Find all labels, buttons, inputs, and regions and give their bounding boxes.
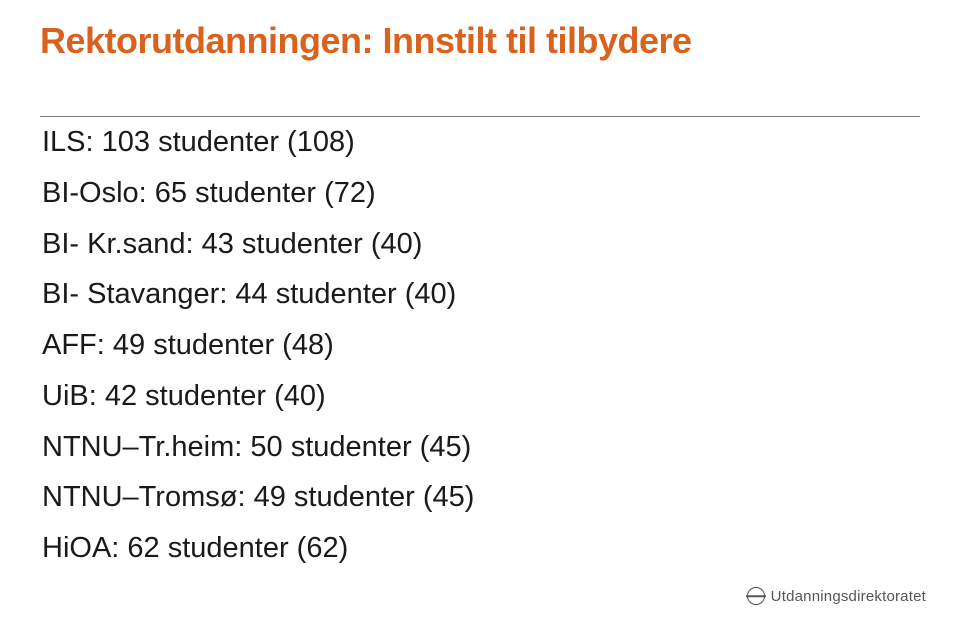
slide: Rektorutdanningen: Innstilt til tilbyder… [0,0,960,629]
list-item: BI-Oslo: 65 studenter (72) [42,168,920,219]
logo-text: Utdanningsdirektoratet [771,588,926,605]
page-title: Rektorutdanningen: Innstilt til tilbyder… [40,20,920,68]
list-item: UiB: 42 studenter (40) [42,371,920,422]
list-item: BI- Stavanger: 44 studenter (40) [42,269,920,320]
list-item: NTNU–Tromsø: 49 studenter (45) [42,472,920,523]
list-item: ILS: 103 studenter (108) [42,117,920,168]
logo-icon [747,587,765,605]
list-item: AFF: 49 studenter (48) [42,320,920,371]
list-item: HiOA: 62 studenter (62) [42,523,920,574]
list-item: NTNU–Tr.heim: 50 studenter (45) [42,422,920,473]
list-item: BI- Kr.sand: 43 studenter (40) [42,219,920,270]
content-list: ILS: 103 studenter (108) BI-Oslo: 65 stu… [40,117,920,574]
footer-logo: Utdanningsdirektoratet [747,587,926,605]
